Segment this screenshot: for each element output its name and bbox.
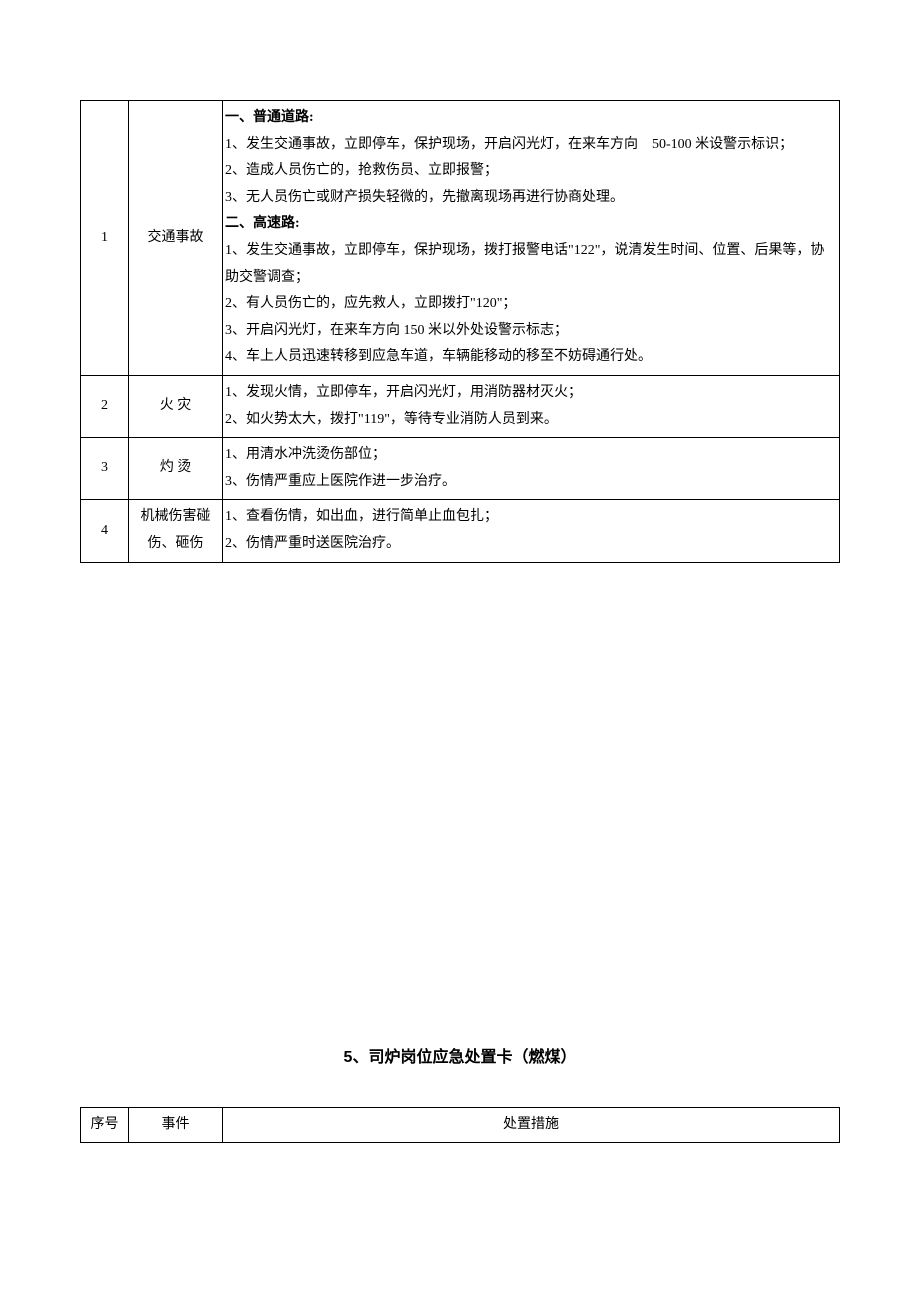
measure-line: 二、高速路: [225, 211, 837, 238]
measure-line: 4、车上人员迅速转移到应急车道，车辆能移动的移至不妨碍通行处。 [225, 344, 837, 371]
section-title: 5、司炉岗位应急处置卡（燃煤） [80, 1043, 840, 1067]
row-number: 3 [81, 438, 129, 500]
row-measure: 1、发现火情，立即停车，开启闪光灯，用消防器材灭火；2、如火势太大，拨打"119… [223, 375, 840, 437]
table-row: 4机械伤害碰伤、砸伤1、查看伤情，如出血，进行简单止血包扎；2、伤情严重时送医院… [81, 500, 840, 562]
measure-line: 2、造成人员伤亡的，抢救伤员、立即报警； [225, 158, 837, 185]
row-number: 2 [81, 375, 129, 437]
table-row: 1交通事故一、普通道路:1、发生交通事故，立即停车，保护现场，开启闪光灯，在来车… [81, 101, 840, 376]
measure-line: 3、无人员伤亡或财产损失轻微的，先撤离现场再进行协商处理。 [225, 185, 837, 212]
row-number: 1 [81, 101, 129, 376]
measure-line: 3、伤情严重应上医院作进一步治疗。 [225, 469, 837, 496]
table-row: 3灼 烫1、用清水冲洗烫伤部位；3、伤情严重应上医院作进一步治疗。 [81, 438, 840, 500]
header-measure: 处置措施 [223, 1107, 840, 1143]
row-measure: 1、用清水冲洗烫伤部位；3、伤情严重应上医院作进一步治疗。 [223, 438, 840, 500]
measure-line: 3、开启闪光灯，在来车方向 150 米以外处设警示标志； [225, 318, 837, 345]
document-page: 1交通事故一、普通道路:1、发生交通事故，立即停车，保护现场，开启闪光灯，在来车… [0, 0, 920, 1223]
header-event: 事件 [129, 1107, 223, 1143]
row-event: 火 灾 [129, 375, 223, 437]
measure-line: 1、发生交通事故，立即停车，保护现场，拨打报警电话"122"，说清发生时间、位置… [225, 238, 837, 291]
measure-line: 一、普通道路: [225, 105, 837, 132]
table-header-row: 序号 事件 处置措施 [81, 1107, 840, 1143]
emergency-table-2: 序号 事件 处置措施 [80, 1107, 840, 1144]
measure-line: 2、如火势太大，拨打"119"，等待专业消防人员到来。 [225, 407, 837, 434]
row-measure: 1、查看伤情，如出血，进行简单止血包扎；2、伤情严重时送医院治疗。 [223, 500, 840, 562]
row-measure: 一、普通道路:1、发生交通事故，立即停车，保护现场，开启闪光灯，在来车方向 50… [223, 101, 840, 376]
emergency-table-1: 1交通事故一、普通道路:1、发生交通事故，立即停车，保护现场，开启闪光灯，在来车… [80, 100, 840, 563]
measure-line: 2、伤情严重时送医院治疗。 [225, 531, 837, 558]
header-num: 序号 [81, 1107, 129, 1143]
row-number: 4 [81, 500, 129, 562]
measure-line: 1、用清水冲洗烫伤部位； [225, 442, 837, 469]
measure-line: 1、查看伤情，如出血，进行简单止血包扎； [225, 504, 837, 531]
measure-line: 2、有人员伤亡的，应先救人，立即拨打"120"； [225, 291, 837, 318]
row-event: 灼 烫 [129, 438, 223, 500]
row-event: 交通事故 [129, 101, 223, 376]
table-row: 2火 灾1、发现火情，立即停车，开启闪光灯，用消防器材灭火；2、如火势太大，拨打… [81, 375, 840, 437]
row-event: 机械伤害碰伤、砸伤 [129, 500, 223, 562]
measure-line: 1、发生交通事故，立即停车，保护现场，开启闪光灯，在来车方向 50-100 米设… [225, 132, 837, 159]
measure-line: 1、发现火情，立即停车，开启闪光灯，用消防器材灭火； [225, 380, 837, 407]
